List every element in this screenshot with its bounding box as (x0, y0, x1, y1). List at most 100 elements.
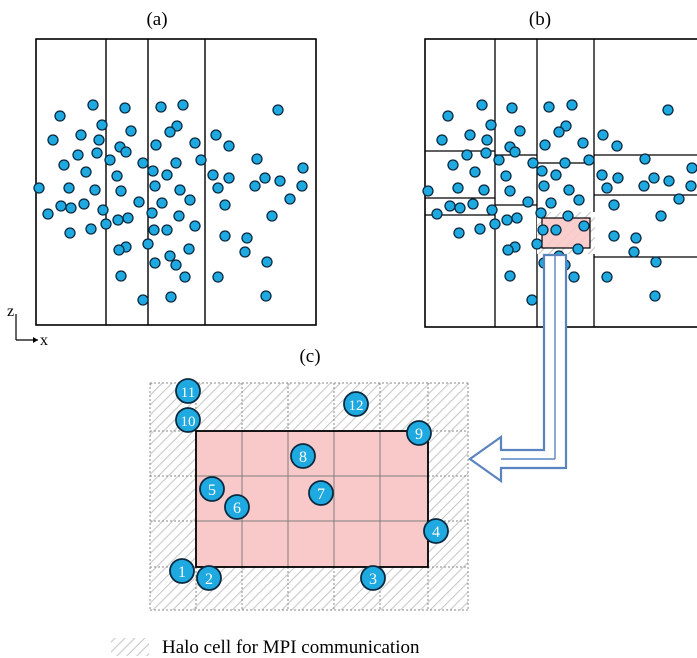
particle-dot (73, 150, 83, 160)
particle-dot (112, 171, 122, 181)
particle-dot (185, 195, 195, 205)
particle-dot (656, 211, 666, 221)
particle-dot (532, 239, 542, 249)
particle-dot (453, 183, 463, 193)
particle-7-label: 7 (317, 486, 325, 503)
panel-c-label: (c) (299, 346, 320, 367)
particle-dot (423, 186, 433, 196)
panel-b-label: (b) (529, 9, 551, 30)
particle-12-label: 12 (349, 398, 364, 414)
particle-dot (540, 140, 550, 150)
particle-dot (584, 155, 594, 165)
legend: Halo cell for MPI communication (111, 637, 420, 658)
particle-2: 2 (197, 566, 221, 590)
particle-dot (166, 292, 176, 302)
particle-dot (462, 150, 472, 160)
particle-dot (609, 200, 619, 210)
particle-dot (213, 183, 223, 193)
particle-7: 7 (309, 481, 333, 505)
legend-halo-swatch (111, 638, 149, 656)
particle-dot (528, 158, 538, 168)
particle-dot (81, 167, 91, 177)
particle-dot (213, 272, 223, 282)
particle-dot (629, 247, 639, 257)
particle-dot (59, 160, 69, 170)
particle-dot (477, 100, 487, 110)
particle-dot (631, 233, 641, 243)
particle-11-label: 11 (181, 385, 195, 401)
particle-5-label: 5 (208, 482, 216, 499)
particle-dot (151, 140, 161, 150)
particle-dot (298, 163, 308, 173)
particle-dot (171, 158, 181, 168)
particle-dot (220, 231, 230, 241)
particle-dot (56, 201, 66, 211)
particle-dot (537, 166, 547, 176)
zoom-connector-arrow-shape (470, 255, 566, 481)
z-axis-label: z (7, 303, 14, 320)
particle-9-label: 9 (415, 426, 423, 443)
particle-dot (138, 295, 148, 305)
particle-dot (116, 186, 126, 196)
particle-dot (65, 228, 75, 238)
particle-dot (97, 120, 107, 130)
panel-a-label: (a) (146, 9, 167, 30)
particle-dot (88, 100, 98, 110)
particle-dot (162, 225, 172, 235)
particle-dot (523, 197, 533, 207)
panel-a (34, 39, 316, 325)
particle-dot (573, 244, 583, 254)
particle-dot (297, 181, 307, 191)
particle-9: 9 (407, 421, 431, 445)
particle-dot (454, 228, 464, 238)
particle-dot (147, 208, 157, 218)
particle-5: 5 (200, 477, 224, 501)
particle-dot (551, 225, 561, 235)
particle-dot (455, 203, 465, 213)
particle-dot (262, 257, 272, 267)
particle-dot (512, 213, 522, 223)
particle-dot (564, 185, 574, 195)
particle-dot (148, 166, 158, 176)
particle-dot (121, 147, 131, 157)
particle-dot (468, 199, 478, 209)
particle-dot (76, 130, 86, 140)
particle-dot (101, 219, 111, 229)
particle-dot (448, 160, 458, 170)
particle-dot (240, 247, 250, 257)
panel-a-particles (34, 100, 308, 305)
particle-dot (651, 257, 661, 267)
particle-dot (502, 215, 512, 225)
particle-dot (165, 251, 175, 261)
particle-dot (487, 205, 497, 215)
particle-dot (273, 105, 283, 115)
particle-dot (482, 135, 492, 145)
axes-indicator: z x (7, 303, 48, 349)
particle-dot (48, 135, 58, 145)
particle-dot (34, 183, 44, 193)
particle-dot (612, 141, 622, 151)
particle-dot (574, 195, 584, 205)
particle-dot (175, 185, 185, 195)
particle-dot (92, 148, 102, 158)
particle-dot (475, 224, 485, 234)
x-axis-label: x (40, 332, 48, 349)
legend-halo-label: Halo cell for MPI communication (162, 637, 420, 658)
particle-dot (563, 211, 573, 221)
particle-dot (157, 198, 167, 208)
particle-dot (171, 260, 181, 270)
particle-dot (609, 231, 619, 241)
particle-dot (686, 181, 696, 191)
particle-dot (114, 245, 124, 255)
particle-dot (598, 130, 608, 140)
particle-dot (165, 127, 175, 137)
particle-dot (663, 105, 673, 115)
particle-dot (503, 245, 513, 255)
particle-dot (687, 163, 697, 173)
particle-dot (505, 186, 515, 196)
particle-dot (613, 173, 623, 183)
particle-dot (479, 185, 489, 195)
particle-dot (567, 100, 577, 110)
particle-dot (94, 135, 104, 145)
